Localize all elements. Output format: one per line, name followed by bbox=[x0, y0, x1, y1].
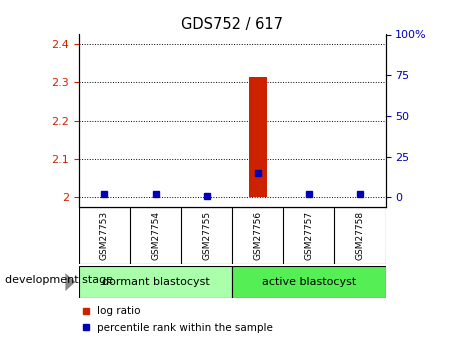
Text: GSM27757: GSM27757 bbox=[304, 211, 313, 260]
Text: GSM27756: GSM27756 bbox=[253, 211, 262, 260]
Title: GDS752 / 617: GDS752 / 617 bbox=[181, 17, 283, 32]
Text: GSM27755: GSM27755 bbox=[202, 211, 211, 260]
Bar bbox=[249, 77, 267, 197]
Polygon shape bbox=[65, 273, 75, 291]
Text: development stage: development stage bbox=[5, 275, 113, 285]
Bar bbox=[232, 266, 386, 298]
Text: active blastocyst: active blastocyst bbox=[262, 277, 356, 287]
Text: percentile rank within the sample: percentile rank within the sample bbox=[97, 324, 273, 333]
Text: GSM27758: GSM27758 bbox=[355, 211, 364, 260]
Text: dormant blastocyst: dormant blastocyst bbox=[102, 277, 209, 287]
Text: log ratio: log ratio bbox=[97, 306, 140, 316]
Text: GSM27753: GSM27753 bbox=[100, 211, 109, 260]
Bar bbox=[79, 266, 232, 298]
Text: GSM27754: GSM27754 bbox=[151, 211, 160, 260]
